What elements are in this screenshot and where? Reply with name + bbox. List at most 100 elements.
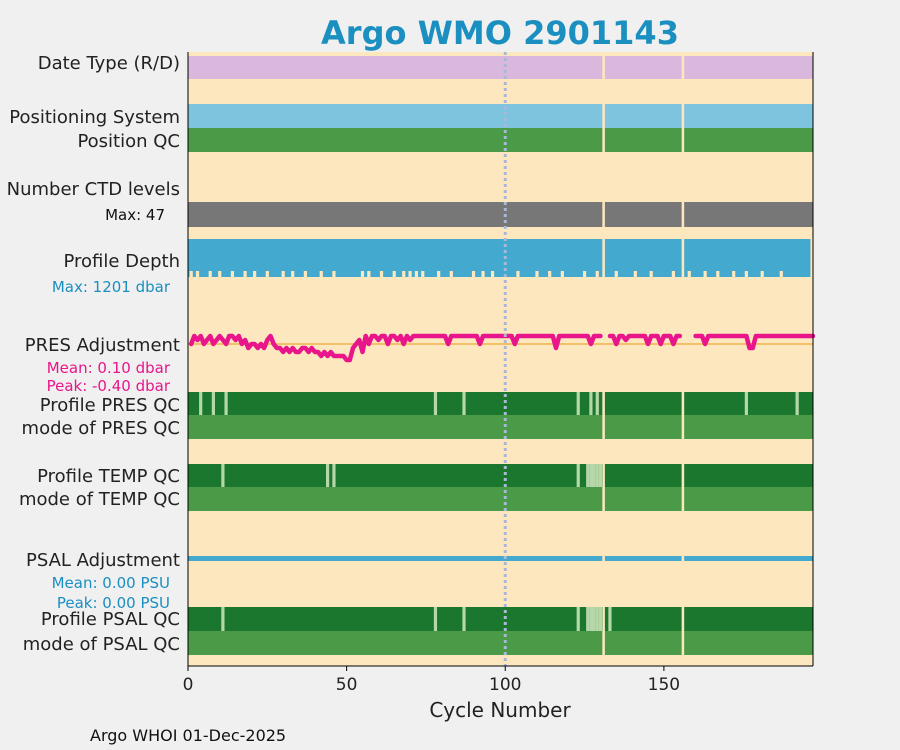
pres-adj-series-2 bbox=[693, 333, 816, 351]
depth-short-176 bbox=[744, 271, 748, 277]
profile-psal-qc-light-129 bbox=[595, 607, 599, 631]
label-profile-pres-qc: Profile PRES QC bbox=[40, 395, 180, 416]
chart-title: Argo WMO 2901143 bbox=[321, 14, 679, 52]
depth-short-74 bbox=[421, 271, 425, 277]
profile-pres-qc-light-123 bbox=[576, 392, 580, 415]
profile-pres-qc-light-192 bbox=[795, 392, 799, 415]
depth-short-129 bbox=[595, 271, 599, 277]
profile-pres-qc-light-87 bbox=[462, 392, 466, 415]
profile-temp-qc-bar-segment-0 bbox=[188, 464, 603, 487]
profile-psal-qc-light-127 bbox=[589, 607, 593, 631]
profile-temp-qc-light-129 bbox=[595, 464, 599, 487]
mode-psal-qc-bar-segment-2 bbox=[684, 631, 813, 655]
label-mode-temp-qc: mode of TEMP QC bbox=[19, 489, 180, 510]
label-psal-adjustment: PSAL Adjustment bbox=[26, 550, 180, 571]
depth-short-153 bbox=[671, 271, 676, 277]
label-date-type: Date Type (R/D) bbox=[38, 53, 180, 74]
depth-short-30 bbox=[281, 271, 285, 277]
depth-short-25 bbox=[265, 271, 269, 277]
label-psal-adj-mean: Mean: 0.00 PSU bbox=[52, 574, 170, 592]
mode-psal-qc-bar-segment-0 bbox=[188, 631, 603, 655]
label-depth-max: Max: 1201 dbar bbox=[52, 278, 171, 296]
depth-short-146 bbox=[649, 271, 653, 277]
profile-temp-qc-light-128 bbox=[592, 464, 596, 487]
profile-pres-qc-light-4 bbox=[199, 392, 203, 415]
profile-psal-qc-light-128 bbox=[592, 607, 596, 631]
profile-temp-qc-light-127 bbox=[589, 464, 593, 487]
depth-short-3 bbox=[195, 271, 200, 277]
profile-psal-qc-light-123 bbox=[576, 607, 580, 631]
label-mode-pres-qc: mode of PRES QC bbox=[22, 418, 180, 439]
label-mode-psal-qc: mode of PSAL QC bbox=[23, 634, 180, 655]
ctd-levels-tail bbox=[810, 224, 813, 227]
position-qc-bar-segment-1 bbox=[604, 128, 682, 152]
positioning-bar-segment-0 bbox=[188, 104, 603, 128]
profile-psal-qc-bar-segment-1 bbox=[604, 607, 682, 631]
depth-short-79 bbox=[437, 271, 441, 277]
profile-pres-qc-light-78 bbox=[433, 392, 438, 415]
profile-temp-qc-light-126 bbox=[586, 464, 590, 487]
depth-short-181 bbox=[760, 271, 764, 277]
profile-depth-bar-segment-0 bbox=[188, 239, 603, 277]
profile-temp-qc-light-46 bbox=[332, 464, 336, 487]
footer-credit: Argo WHOI 01-Dec-2025 bbox=[90, 726, 286, 745]
depth-short-42 bbox=[319, 271, 323, 277]
depth-short-33 bbox=[291, 271, 295, 277]
profile-temp-qc-light-11 bbox=[221, 464, 225, 487]
pres-adj-series-0 bbox=[188, 333, 603, 363]
positioning-bar-segment-1 bbox=[604, 104, 682, 128]
ctd-levels-bar-segment-2 bbox=[684, 202, 813, 227]
profile-temp-qc-light-123 bbox=[576, 464, 580, 487]
profile-psal-qc-light-130 bbox=[598, 607, 603, 631]
depth-short-83 bbox=[449, 271, 453, 277]
profile-pres-qc-bar-segment-1 bbox=[604, 392, 682, 415]
label-position-qc: Position QC bbox=[77, 131, 180, 152]
label-profile-psal-qc: Profile PSAL QC bbox=[41, 609, 180, 630]
profile-pres-qc-light-12 bbox=[224, 392, 228, 415]
depth-short-21 bbox=[253, 271, 257, 277]
date-type-bar-segment-0 bbox=[188, 56, 603, 79]
position-qc-bar-segment-2 bbox=[684, 128, 813, 152]
psal-adj-line-segment-1 bbox=[604, 556, 682, 561]
depth-short-93 bbox=[481, 271, 485, 277]
label-pres-adj-mean: Mean: 0.10 dbar bbox=[47, 359, 171, 377]
profile-temp-qc-light-130 bbox=[598, 464, 603, 487]
depth-short-68 bbox=[402, 271, 406, 277]
depth-short-72 bbox=[414, 271, 419, 277]
profile-psal-qc-light-87 bbox=[462, 607, 466, 631]
mode-psal-qc-bar-segment-1 bbox=[604, 631, 682, 655]
profile-psal-qc-light-126 bbox=[586, 607, 590, 631]
depth-short-46 bbox=[332, 271, 336, 277]
position-qc-bar-segment-0 bbox=[188, 128, 603, 152]
depth-short-7 bbox=[208, 271, 212, 277]
profile-psal-qc-bar-segment-2 bbox=[684, 607, 813, 631]
profile-psal-qc-light-133 bbox=[608, 607, 612, 631]
depth-short-10 bbox=[218, 271, 222, 277]
profile-psal-qc-light-11 bbox=[221, 607, 225, 631]
depth-short-163 bbox=[703, 271, 707, 277]
mode-pres-qc-bar-segment-2 bbox=[684, 415, 813, 439]
mode-pres-qc-bar-segment-0 bbox=[188, 415, 603, 439]
positioning-bar-segment-2 bbox=[684, 104, 813, 128]
profile-depth-bar-segment-1 bbox=[604, 239, 682, 277]
x-tick-label-0: 0 bbox=[183, 675, 194, 695]
x-tick-label-100: 100 bbox=[489, 675, 521, 695]
depth-short-37 bbox=[303, 271, 307, 277]
depth-short-104 bbox=[516, 271, 520, 277]
depth-short-96 bbox=[490, 271, 495, 277]
depth-short-65 bbox=[392, 271, 396, 277]
depth-short-110 bbox=[535, 271, 539, 277]
depth-short-125 bbox=[582, 271, 587, 277]
depth-short-118 bbox=[560, 271, 564, 277]
mode-pres-qc-bar-segment-1 bbox=[604, 415, 682, 439]
depth-short-14 bbox=[230, 271, 235, 277]
profile-temp-qc-bar-segment-1 bbox=[604, 464, 682, 487]
ctd-levels-bar-segment-1 bbox=[604, 202, 682, 227]
depth-short-172 bbox=[732, 271, 736, 277]
label-profile-temp-qc: Profile TEMP QC bbox=[37, 466, 180, 487]
profile-pres-qc-light-129 bbox=[595, 392, 599, 415]
ctd-levels-bar-segment-0 bbox=[188, 202, 603, 227]
depth-short-61 bbox=[379, 271, 384, 277]
depth-short-90 bbox=[471, 271, 476, 277]
